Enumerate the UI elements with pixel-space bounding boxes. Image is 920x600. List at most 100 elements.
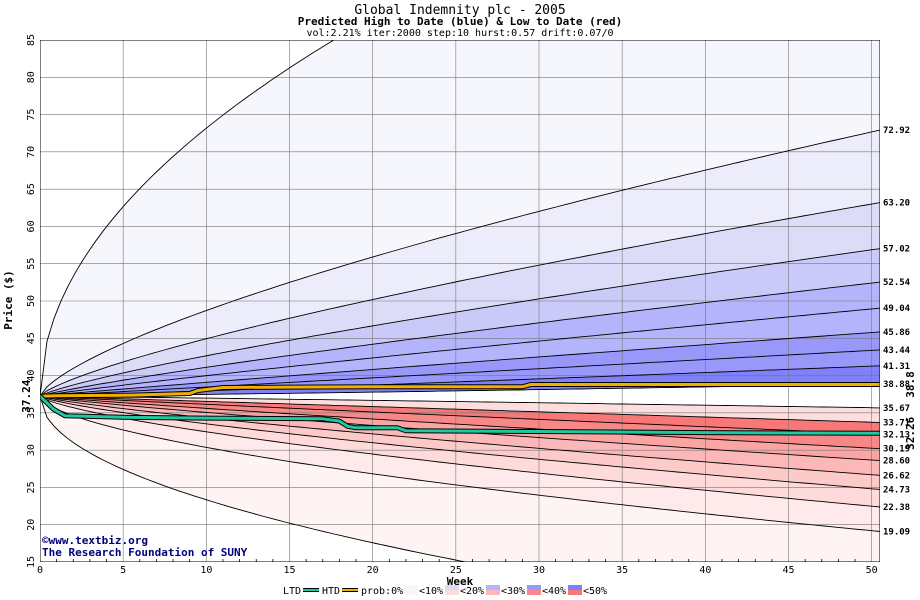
legend-bin-3: <10%	[419, 586, 443, 597]
legend-bin-6: <40%	[542, 586, 566, 597]
level-label-33.71: 33.71	[883, 418, 910, 428]
legend-prob-label: prob:0%	[361, 586, 403, 597]
percentile-curve-12	[40, 395, 880, 435]
level-label-26.62: 26.62	[883, 471, 910, 481]
x-tick-label-50: 50	[866, 565, 878, 576]
y-tick-label-85: 85	[26, 34, 37, 46]
x-tick-label-30: 30	[533, 565, 545, 576]
percentile-curve-7	[40, 202, 880, 397]
lower-band-1	[40, 396, 880, 423]
upper-band-4	[40, 282, 880, 397]
percentile-curve-10	[40, 395, 880, 409]
x-tick-label-5: 5	[120, 565, 126, 576]
y-tick-label-55: 55	[26, 258, 37, 270]
percentile-curve-8	[40, 129, 880, 397]
htd-end-label: 38.8	[904, 371, 917, 398]
legend-swatch-top-4	[445, 585, 459, 590]
level-label-57.02: 57.02	[883, 245, 910, 255]
legend-swatch-top-3	[404, 585, 418, 590]
upper-band-2	[40, 331, 880, 397]
level-label-52.54: 52.54	[883, 278, 911, 288]
level-label-22.38: 22.38	[883, 503, 910, 513]
x-tick-label-45: 45	[782, 565, 794, 576]
upper-band-0	[40, 365, 880, 397]
legend-bin-4: <20%	[460, 586, 484, 597]
percentile-curve-4	[40, 307, 880, 397]
level-labels: 38.88 41.31 43.44 45.86 49.04 52.54 57.02 63.20…	[883, 126, 911, 537]
y-axis: 15 20 25 30 35 40 45 50 55 60 65 70 75 80 85	[26, 34, 37, 568]
percentile-curve-16	[40, 395, 880, 490]
x-axis-label: Week	[447, 575, 474, 588]
legend: LTD HTD prob:0% <10% <20% <30% <40% <50%	[283, 585, 607, 597]
percentile-curve-15	[40, 395, 880, 476]
watermark-org: The Research Foundation of SUNY	[42, 546, 248, 559]
chart-subtitle: Predicted High to Date (blue) & Low to D…	[298, 15, 623, 28]
y-tick-label-45: 45	[26, 332, 37, 344]
x-tick-label-15: 15	[283, 565, 295, 576]
percentile-curve-5	[40, 281, 880, 397]
y-tick-label-60: 60	[26, 220, 37, 232]
lower-band-5	[40, 396, 880, 476]
lower-band-4	[40, 396, 880, 461]
level-label-35.67: 35.67	[883, 404, 910, 414]
y-tick-label-20: 20	[26, 519, 37, 531]
percentile-curve-18	[40, 395, 880, 532]
percentile-curve-11	[40, 395, 880, 423]
legend-swatch-top-7	[568, 585, 582, 590]
chart-params: vol:2.21% iter:2000 step:10 hurst:0.57 d…	[306, 28, 613, 39]
level-label-63.20: 63.20	[883, 199, 910, 209]
level-label-72.92: 72.92	[883, 126, 910, 136]
upper-band-6	[40, 202, 880, 397]
y-axis-label: Price ($)	[2, 270, 15, 330]
percentile-curve-9	[40, 40, 335, 397]
upper-band-5	[40, 248, 880, 397]
level-label-49.04: 49.04	[883, 304, 911, 314]
x-axis: 0 5 10 15 20 25 30 35 40 45 50	[37, 565, 878, 576]
level-label-45.86: 45.86	[883, 328, 910, 338]
lower-bands	[40, 383, 880, 562]
lower-band-9	[40, 396, 880, 562]
lower-band-8	[40, 396, 880, 532]
legend-label-htd: HTD	[322, 586, 340, 597]
series	[40, 382, 880, 436]
level-label-28.60: 28.60	[883, 457, 910, 467]
htd-line	[40, 383, 880, 398]
x-tick-label-25: 25	[450, 565, 462, 576]
legend-swatch-bottom-7	[568, 590, 582, 595]
lower-band-0	[40, 383, 880, 408]
level-label-32.13: 32.13	[883, 430, 910, 440]
ltd-line	[40, 395, 880, 435]
legend-swatch-top-5	[486, 585, 500, 590]
level-label-24.73: 24.73	[883, 485, 910, 495]
lower-band-3	[40, 396, 880, 449]
upper-band-8	[40, 40, 880, 397]
x-tick-label-40: 40	[699, 565, 711, 576]
legend-bin-7: <50%	[583, 586, 607, 597]
percentile-curve-3	[40, 331, 880, 397]
grid	[40, 40, 880, 562]
percentile-curve-6	[40, 248, 880, 397]
y-tick-label-25: 25	[26, 481, 37, 493]
percentile-curves	[40, 40, 880, 562]
level-label-43.44: 43.44	[883, 346, 911, 356]
chart-title: Global Indemnity plc - 2005	[354, 3, 565, 18]
plot-area	[40, 40, 880, 562]
x-tick-label-20: 20	[367, 565, 379, 576]
level-label-41.31: 41.31	[883, 362, 910, 372]
percentile-curve-13	[40, 395, 880, 450]
start-value-label: 37.24	[20, 379, 33, 412]
percentile-curve-19	[40, 396, 469, 562]
y-tick-label-70: 70	[26, 146, 37, 158]
percentile-curve-17	[40, 395, 880, 508]
legend-bin-5: <30%	[501, 586, 525, 597]
y-tick-label-80: 80	[26, 71, 37, 83]
level-label-38.88: 38.88	[883, 380, 910, 390]
legend-swatch-bottom-5	[486, 590, 500, 595]
y-tick-label-65: 65	[26, 183, 37, 195]
x-tick-label-0: 0	[37, 565, 43, 576]
level-label-30.19: 30.19	[883, 445, 910, 455]
legend-swatch-top-6	[527, 585, 541, 590]
ltd-end-label: 32.26	[904, 416, 917, 449]
upper-band-7	[40, 130, 880, 397]
